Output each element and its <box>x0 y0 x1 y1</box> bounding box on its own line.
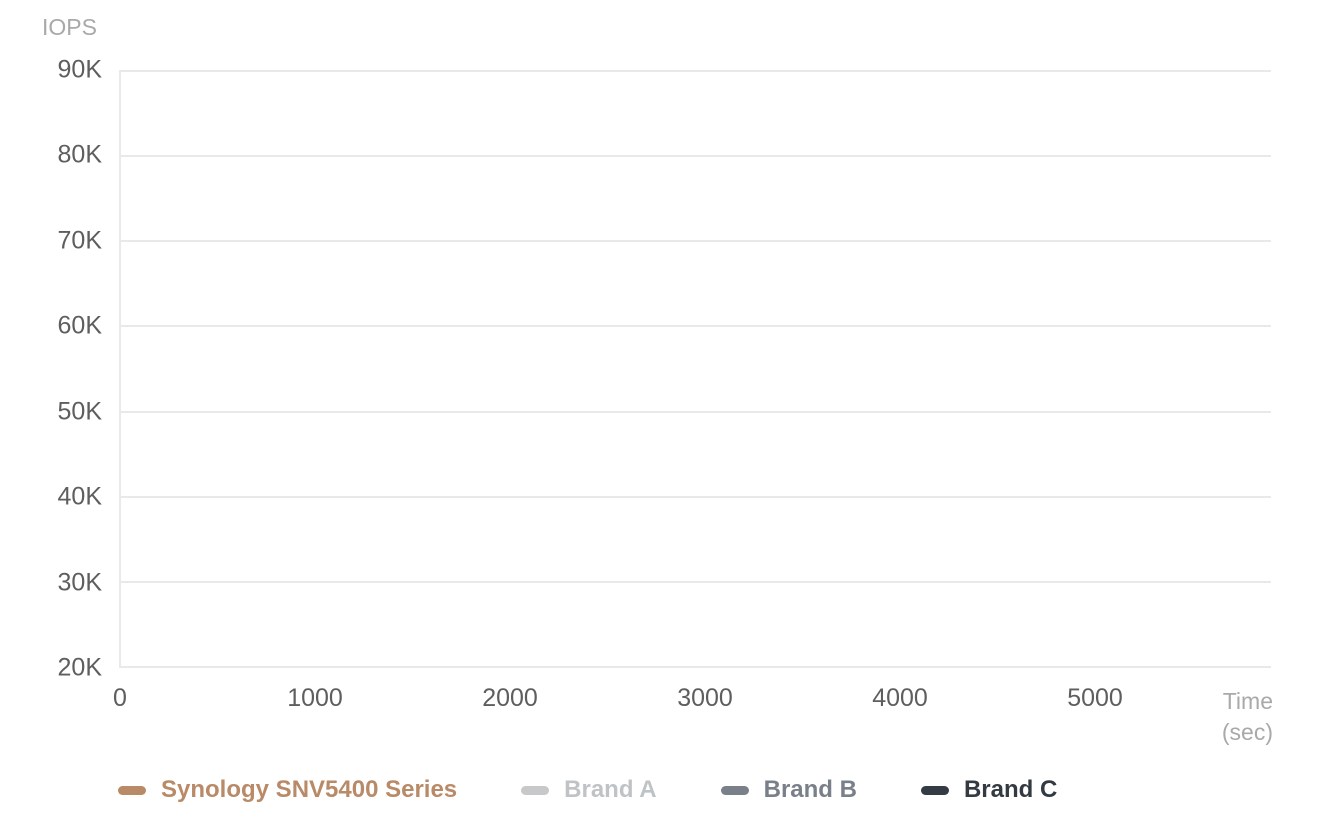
y-axis-title: IOPS <box>42 14 97 40</box>
y-tick-20K: 20K <box>57 653 102 682</box>
gridline-70K <box>119 240 1271 243</box>
y-tick-90K: 90K <box>57 55 102 84</box>
gridline-40K <box>119 495 1271 498</box>
legend-item-3: Brand C <box>920 776 1058 804</box>
gridline-50K <box>119 410 1271 413</box>
gridline-20K <box>119 666 1271 668</box>
legend-item-2: Brand B <box>720 776 857 804</box>
legend-marker-icon <box>118 785 146 795</box>
legend-label: Brand A <box>564 776 657 803</box>
y-axis-tick-labels: 90K 80K 70K 60K 50K 40K 30K 20K <box>0 56 102 682</box>
plot-area <box>119 70 1271 668</box>
x-axis-tick-labels: 0 1000 2000 3000 4000 5000 <box>113 684 1271 718</box>
legend-label: Brand C <box>963 776 1058 803</box>
y-tick-50K: 50K <box>57 397 102 426</box>
legend-marker-icon <box>521 785 550 795</box>
y-tick-80K: 80K <box>57 140 102 169</box>
gridline-30K <box>119 580 1271 583</box>
x-tick-0: 0 <box>113 684 127 712</box>
legend-marker-icon <box>920 785 949 795</box>
x-tick-4000: 4000 <box>872 684 928 712</box>
y-tick-70K: 70K <box>57 226 102 255</box>
x-tick-3000: 3000 <box>677 684 733 712</box>
x-axis-title-line2: (sec) <box>1221 719 1273 745</box>
x-axis-title: Time (sec) <box>1222 686 1273 748</box>
chart-legend: Synology SNV5400 Series Brand A Brand B Bra… <box>118 764 1057 816</box>
legend-label: Synology SNV5400 Series <box>161 776 458 803</box>
gridline-60K <box>119 325 1271 328</box>
y-axis-line <box>119 70 121 668</box>
y-tick-30K: 30K <box>57 568 102 597</box>
y-tick-60K: 60K <box>57 311 102 340</box>
gridline-90K <box>119 70 1271 72</box>
gridline-80K <box>119 155 1271 158</box>
legend-item-1: Brand A <box>521 776 657 804</box>
x-axis-title-line1: Time <box>1222 688 1273 714</box>
legend-marker-icon <box>720 785 749 795</box>
legend-item-0: Synology SNV5400 Series <box>118 776 457 804</box>
x-tick-5000: 5000 <box>1067 684 1123 712</box>
y-tick-40K: 40K <box>57 482 102 511</box>
x-tick-2000: 2000 <box>482 684 538 712</box>
legend-label: Brand B <box>763 776 857 803</box>
x-tick-1000: 1000 <box>287 684 343 712</box>
